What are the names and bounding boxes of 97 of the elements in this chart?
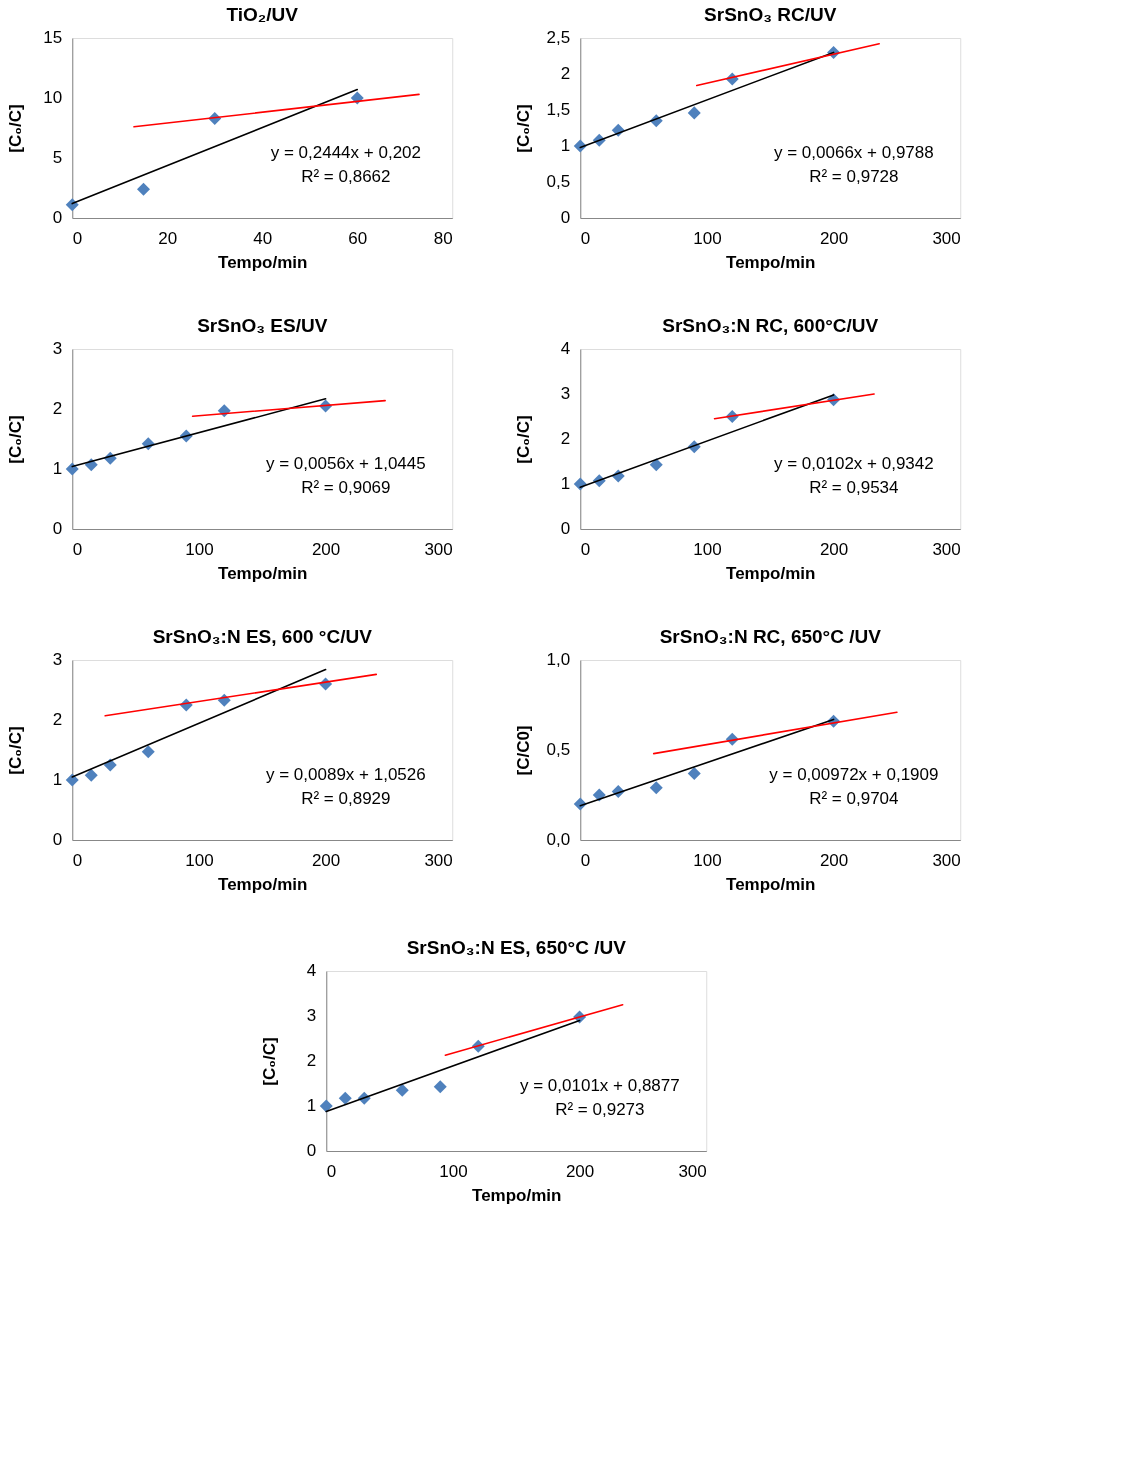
y-tick-label: 1 [52,459,63,478]
y-tick-label: 2 [560,429,571,448]
annotation: y = 0,0089x + 1,0526 [265,765,426,785]
x-tick-label: 200 [819,850,849,870]
annotation: y = 0,0101x + 0,8877 [519,1076,680,1096]
y-tick-label: 2,5 [546,28,571,47]
x-tick-label: 300 [424,539,453,559]
x-tick-label: 0 [72,850,83,870]
y-tick-label: 1 [306,1096,317,1115]
x-axis-title: Tempo/min [218,563,308,583]
x-tick-label: 0 [326,1161,337,1181]
annotation: R² = 0,9534 [809,478,899,498]
x-axis-title: Tempo/min [218,874,308,894]
x-tick-label: 0 [580,850,591,870]
y-tick-label: 1,5 [546,100,571,119]
x-tick-label: 40 [253,228,273,248]
y-tick-label: 1 [52,770,63,789]
annotation: R² = 0,9728 [809,167,899,187]
y-tick-label: 0 [52,519,63,538]
x-tick-label: 100 [439,1161,468,1181]
y-tick-label: 4 [306,961,317,980]
y-tick-label: 3 [306,1006,317,1025]
x-axis-title: Tempo/min [726,252,816,272]
x-tick-label: 300 [932,850,961,870]
x-tick-label: 0 [580,228,591,248]
x-tick-label: 200 [819,539,849,559]
y-tick-label: 3 [52,339,63,358]
y-tick-label: 0 [560,519,571,538]
y-axis-title: [C₀/C] [513,104,533,153]
y-tick-label: 0 [52,830,63,849]
y-tick-label: 1 [560,136,571,155]
y-tick-label: 3 [560,384,571,403]
y-axis-title: [C/C0] [513,725,533,776]
x-tick-label: 60 [348,228,368,248]
x-tick-label: 300 [424,850,453,870]
y-tick-label: 10 [43,88,63,107]
chart-title: SrSnO₃:N ES, 650°C /UV [406,937,627,958]
y-axis-title: [C₀/C] [259,1037,279,1086]
x-tick-label: 0 [72,539,83,559]
x-tick-label: 200 [565,1161,595,1181]
annotation: R² = 0,9069 [301,478,391,498]
y-axis-title: [C₀/C] [5,726,25,775]
point [65,198,79,212]
y-tick-label: 2 [306,1051,317,1070]
y-tick-label: 5 [52,148,63,167]
y-tick-label: 1,0 [546,650,571,669]
y-axis-title: [C₀/C] [5,104,25,153]
x-axis-title: Tempo/min [726,563,816,583]
y-tick-label: 15 [43,28,63,47]
annotation: R² = 0,8662 [301,167,391,187]
y-axis-title: [C₀/C] [5,415,25,464]
chart-title: TiO₂/UV [226,4,299,25]
y-tick-label: 0,5 [546,172,571,191]
x-tick-label: 100 [693,539,722,559]
y-tick-label: 0,0 [546,830,571,849]
y-tick-label: 4 [560,339,571,358]
chart-title: SrSnO₃:N RC, 650°C /UV [659,626,882,647]
y-tick-label: 0,5 [546,740,571,759]
x-tick-label: 100 [693,850,722,870]
x-tick-label: 300 [932,228,961,248]
y-axis-title: [C₀/C] [513,415,533,464]
x-tick-label: 0 [72,228,83,248]
x-tick-label: 100 [185,850,214,870]
annotation: R² = 0,9704 [809,789,899,809]
x-axis-title: Tempo/min [218,252,308,272]
annotation: y = 0,0066x + 0,9788 [773,143,934,163]
y-tick-label: 2 [52,399,63,418]
chart-title: SrSnO₃ RC/UV [704,4,837,25]
annotation: y = 0,00972x + 0,1909 [769,765,939,785]
x-tick-label: 300 [932,539,961,559]
x-tick-label: 20 [158,228,178,248]
point [136,182,151,196]
x-tick-label: 80 [433,228,453,248]
y-tick-label: 2 [560,64,571,83]
y-tick-label: 0 [306,1141,317,1160]
chart-title: SrSnO₃:N ES, 600 °C/UV [152,626,373,647]
x-tick-label: 100 [185,539,214,559]
annotation: R² = 0,9273 [555,1100,645,1120]
annotation: R² = 0,8929 [301,789,391,809]
chart-title: SrSnO₃:N RC, 600°C/UV [662,315,879,336]
chart-title: SrSnO₃ ES/UV [197,315,328,336]
x-tick-label: 200 [311,850,341,870]
y-tick-label: 0 [52,208,63,227]
y-tick-label: 2 [52,710,63,729]
y-tick-label: 3 [52,650,63,669]
x-tick-label: 300 [678,1161,707,1181]
annotation: y = 0,0102x + 0,9342 [773,454,934,474]
x-tick-label: 0 [580,539,591,559]
x-axis-title: Tempo/min [472,1185,562,1205]
y-tick-label: 0 [560,208,571,227]
annotation: y = 0,0056x + 1,0445 [265,454,426,474]
x-tick-label: 100 [693,228,722,248]
annotation: y = 0,2444x + 0,202 [270,143,421,163]
x-tick-label: 200 [819,228,849,248]
x-axis-title: Tempo/min [726,874,816,894]
x-tick-label: 200 [311,539,341,559]
y-tick-label: 1 [560,474,571,493]
